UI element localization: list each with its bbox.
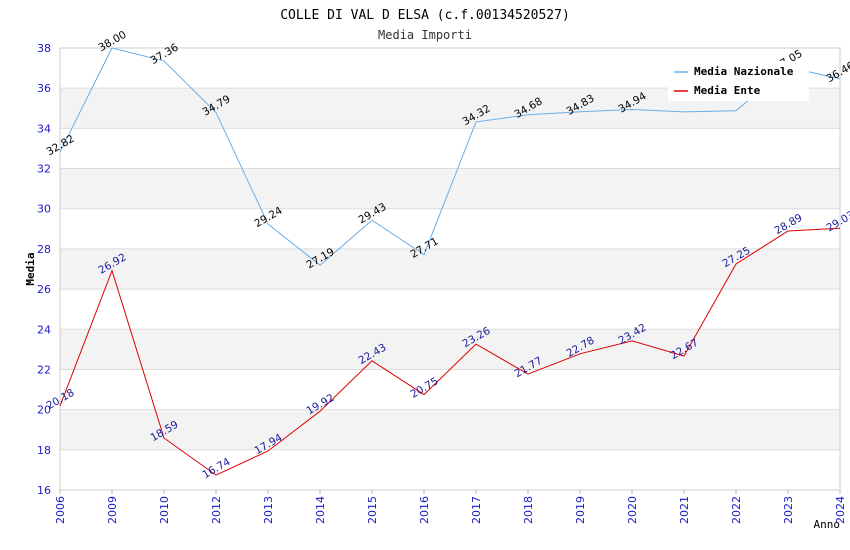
y-tick-label: 18	[37, 444, 51, 457]
x-tick-label: 2022	[730, 496, 743, 524]
x-tick-label: 2020	[626, 496, 639, 524]
y-tick-label: 38	[37, 42, 51, 55]
y-tick-label: 24	[37, 323, 51, 336]
plot-area-border	[59, 47, 841, 491]
grid-band	[60, 409, 840, 450]
data-label-media-ente: 28.89	[772, 212, 804, 237]
legend-label-media-ente: Media Ente	[694, 84, 761, 97]
y-tick-label: 28	[37, 243, 51, 256]
x-tick-label: 2006	[54, 496, 67, 524]
grid-bands	[60, 88, 840, 450]
y-tick-label: 16	[37, 484, 51, 497]
y-axis-label: Media	[24, 252, 37, 285]
legend-box	[668, 61, 809, 101]
data-label-media-ente: 16.74	[200, 456, 232, 482]
chart-subtitle: Media Importi	[378, 28, 472, 42]
x-tick-label: 2023	[782, 496, 795, 524]
y-tick-label: 26	[37, 283, 51, 296]
x-tick-label: 2017	[470, 496, 483, 524]
x-tick-label: 2013	[262, 496, 275, 524]
x-tick-label: 2010	[158, 496, 171, 524]
series-line-media-nazionale	[59, 47, 841, 266]
data-label-media-nazionale: 36.46	[824, 59, 850, 85]
series-line-media-ente	[59, 227, 841, 476]
x-tick-label: 2024	[834, 496, 847, 524]
chart-title: COLLE DI VAL D ELSA (c.f.00134520527)	[280, 8, 570, 23]
y-tick-label: 20	[37, 404, 51, 417]
y-axis-ticks: 16 18 20 22 24 26 28 30 32 34 36 38	[37, 42, 51, 497]
y-tick-label: 36	[37, 82, 51, 95]
x-tick-label: 2018	[522, 496, 535, 524]
data-label-media-ente: 20.75	[408, 375, 440, 400]
data-label-media-ente: 29.03	[824, 209, 850, 234]
data-label-media-nazionale: 38.00	[96, 29, 128, 54]
x-tick-label: 2012	[210, 496, 223, 524]
legend: Media Nazionale Media Ente	[668, 61, 809, 101]
y-tick-label: 34	[37, 122, 51, 135]
x-tick-label: 2015	[366, 496, 379, 524]
x-tick-label: 2016	[418, 496, 431, 524]
x-axis-label: Anno	[814, 518, 841, 531]
x-tick-label: 2019	[574, 496, 587, 524]
x-tick-label: 2009	[106, 496, 119, 524]
legend-label-media-nazionale: Media Nazionale	[694, 65, 794, 78]
x-tick-label: 2021	[678, 496, 691, 524]
y-tick-label: 22	[37, 363, 51, 376]
grid-band	[60, 248, 840, 290]
x-tick-label: 2014	[314, 496, 327, 524]
y-tick-label: 30	[37, 203, 51, 216]
data-label-media-nazionale: 37.36	[148, 41, 180, 67]
x-axis-ticks: 2006 2009 2010 2012 2013 2014 2015 2016 2017 2018…	[54, 490, 847, 524]
y-tick-label: 32	[37, 163, 51, 176]
grid-band	[60, 329, 840, 370]
